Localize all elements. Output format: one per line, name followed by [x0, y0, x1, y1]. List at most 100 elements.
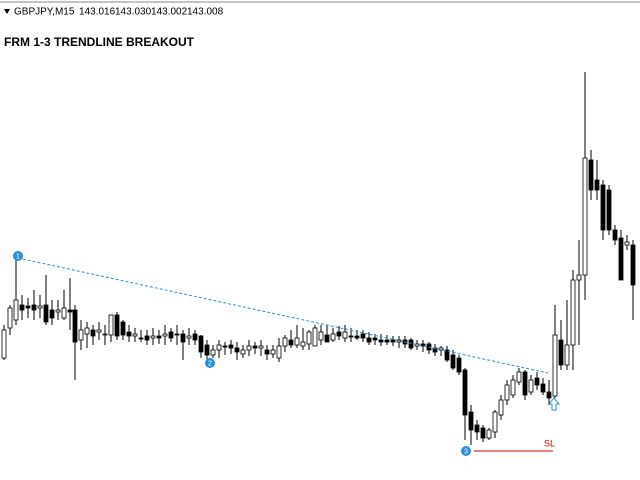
- point-label: 1: [16, 253, 20, 260]
- candle-body: [72, 309, 78, 343]
- candle-body: [108, 314, 114, 336]
- candle-body: [25, 305, 31, 309]
- candle-body: [180, 333, 186, 343]
- candle-body: [252, 345, 258, 349]
- candle-body: [516, 371, 522, 383]
- candle-body: [312, 327, 318, 347]
- candle-body: [618, 237, 624, 281]
- candle-body: [258, 345, 264, 349]
- candle-body: [276, 345, 282, 359]
- candle-body: [534, 377, 540, 386]
- candle-body: [102, 333, 108, 336]
- stop-loss-label: SL: [544, 438, 555, 448]
- candle-body: [462, 369, 468, 416]
- candle-body: [120, 321, 126, 336]
- point-marker: 2: [205, 358, 215, 368]
- candle-body: [150, 335, 156, 339]
- candle-body: [228, 344, 234, 349]
- candle-body: [246, 345, 252, 351]
- candle-body: [204, 344, 210, 356]
- candle-body: [378, 339, 384, 343]
- candle-body: [576, 274, 582, 281]
- point-label: 2: [208, 360, 212, 367]
- candles: [1, 72, 636, 445]
- candle-body: [300, 341, 306, 347]
- candle-body: [198, 335, 204, 353]
- price: 143.008: [187, 7, 224, 18]
- candle-body: [216, 344, 222, 351]
- candle-body: [324, 334, 330, 343]
- candle-body: [498, 399, 504, 416]
- candle-body: [522, 371, 528, 396]
- candle-body: [456, 357, 462, 373]
- candle-body: [624, 241, 630, 246]
- candle-body: [486, 429, 492, 439]
- candle-body: [264, 349, 270, 355]
- candle-body: [318, 331, 324, 341]
- point-marker: 3: [461, 446, 471, 456]
- candle-body: [384, 339, 390, 343]
- candle-body: [606, 189, 612, 231]
- symbol: GBPJPY,M15: [14, 7, 75, 18]
- point-label: 3: [464, 448, 468, 455]
- candle-body: [49, 309, 55, 319]
- candle-body: [168, 331, 174, 339]
- candle-body: [114, 314, 120, 337]
- candle-body: [55, 309, 61, 313]
- candle-body: [186, 335, 192, 339]
- candle-body: [600, 184, 606, 231]
- candle-body: [474, 424, 480, 433]
- trendline: [17, 257, 549, 374]
- candle-body: [540, 383, 546, 393]
- candle-body: [1, 329, 7, 359]
- candle-body: [13, 299, 19, 321]
- candle-body: [234, 347, 240, 353]
- candle-body: [492, 411, 498, 433]
- candle-body: [528, 379, 534, 393]
- candle-body: [630, 244, 636, 286]
- dropdown-icon[interactable]: [4, 9, 10, 14]
- candle-body: [270, 349, 276, 355]
- candle-body: [408, 339, 414, 349]
- candle-body: [144, 335, 150, 341]
- candle-body: [162, 333, 168, 337]
- candle-body: [360, 333, 366, 339]
- candle-body: [594, 179, 600, 191]
- candle-body: [138, 337, 144, 340]
- candle-body: [480, 427, 486, 439]
- candle-body: [96, 329, 102, 333]
- candle-body: [174, 333, 180, 336]
- candle-body: [588, 159, 594, 191]
- candle-body: [366, 337, 372, 343]
- candle-body: [37, 305, 43, 309]
- candle-body: [84, 327, 90, 335]
- candle-body: [43, 304, 49, 323]
- candle-body: [552, 334, 558, 397]
- candle-body: [132, 333, 138, 337]
- candle-body: [19, 304, 25, 311]
- candle-body: [564, 344, 570, 366]
- price: 143.002: [151, 7, 188, 18]
- candle-body: [336, 331, 342, 337]
- candle-body: [342, 331, 348, 339]
- candle-body: [240, 349, 246, 355]
- candle-body: [570, 279, 576, 346]
- candle-body: [288, 339, 294, 346]
- candle-body: [222, 345, 228, 348]
- candle-body: [612, 229, 618, 241]
- candle-body: [450, 354, 456, 369]
- candle-body: [354, 335, 360, 339]
- candle-body: [90, 329, 96, 337]
- candle-body: [468, 411, 474, 431]
- candle-body: [78, 329, 84, 341]
- candle-body: [558, 339, 564, 366]
- buy-arrow: [547, 397, 561, 411]
- candle-body: [126, 331, 132, 337]
- candle-body: [67, 309, 73, 313]
- indicator-title: FRM 1-3 TRENDLINE BREAKOUT: [4, 35, 195, 49]
- candle-body: [7, 307, 13, 329]
- candle-body: [282, 337, 288, 347]
- price: 143.030: [115, 7, 152, 18]
- candle-body: [372, 337, 378, 341]
